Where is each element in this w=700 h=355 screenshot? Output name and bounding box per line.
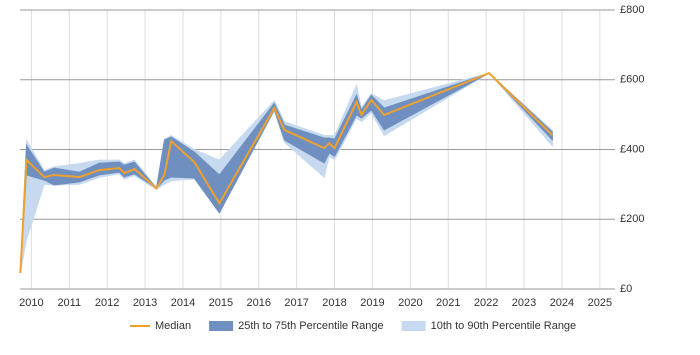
- legend-swatch: [401, 321, 426, 331]
- y-tick-label: £800: [620, 4, 644, 16]
- legend-label: Median: [155, 320, 191, 332]
- x-tick-label: 2018: [322, 297, 346, 309]
- x-tick-label: 2016: [247, 297, 271, 309]
- x-tick-label: 2022: [474, 297, 498, 309]
- legend-label: 10th to 90th Percentile Range: [431, 320, 577, 332]
- percentile-band: [19, 72, 553, 273]
- x-tick-label: 2011: [57, 297, 81, 309]
- x-tick-label: 2023: [512, 297, 536, 309]
- y-tick-label: £0: [620, 283, 632, 295]
- median-line: [19, 71, 554, 274]
- x-tick-label: 2021: [436, 297, 460, 309]
- x-tick-label: 2020: [398, 297, 422, 309]
- y-tick-label: £400: [620, 143, 644, 155]
- x-tick-label: 2019: [360, 297, 384, 309]
- legend-label: 25th to 75th Percentile Range: [238, 320, 384, 332]
- x-tick-label: 2015: [209, 297, 233, 309]
- x-tick-label: 2012: [95, 297, 119, 309]
- y-tick-label: £600: [620, 74, 644, 86]
- x-tick-label: 2025: [588, 297, 612, 309]
- y-tick-label: £200: [620, 213, 644, 225]
- legend-swatch: [209, 321, 234, 331]
- x-tick-label: 2013: [133, 297, 157, 309]
- x-tick-label: 2010: [19, 297, 43, 309]
- x-tick-label: 2024: [550, 297, 574, 309]
- x-tick-label: 2014: [171, 297, 195, 309]
- x-tick-label: 2017: [284, 297, 308, 309]
